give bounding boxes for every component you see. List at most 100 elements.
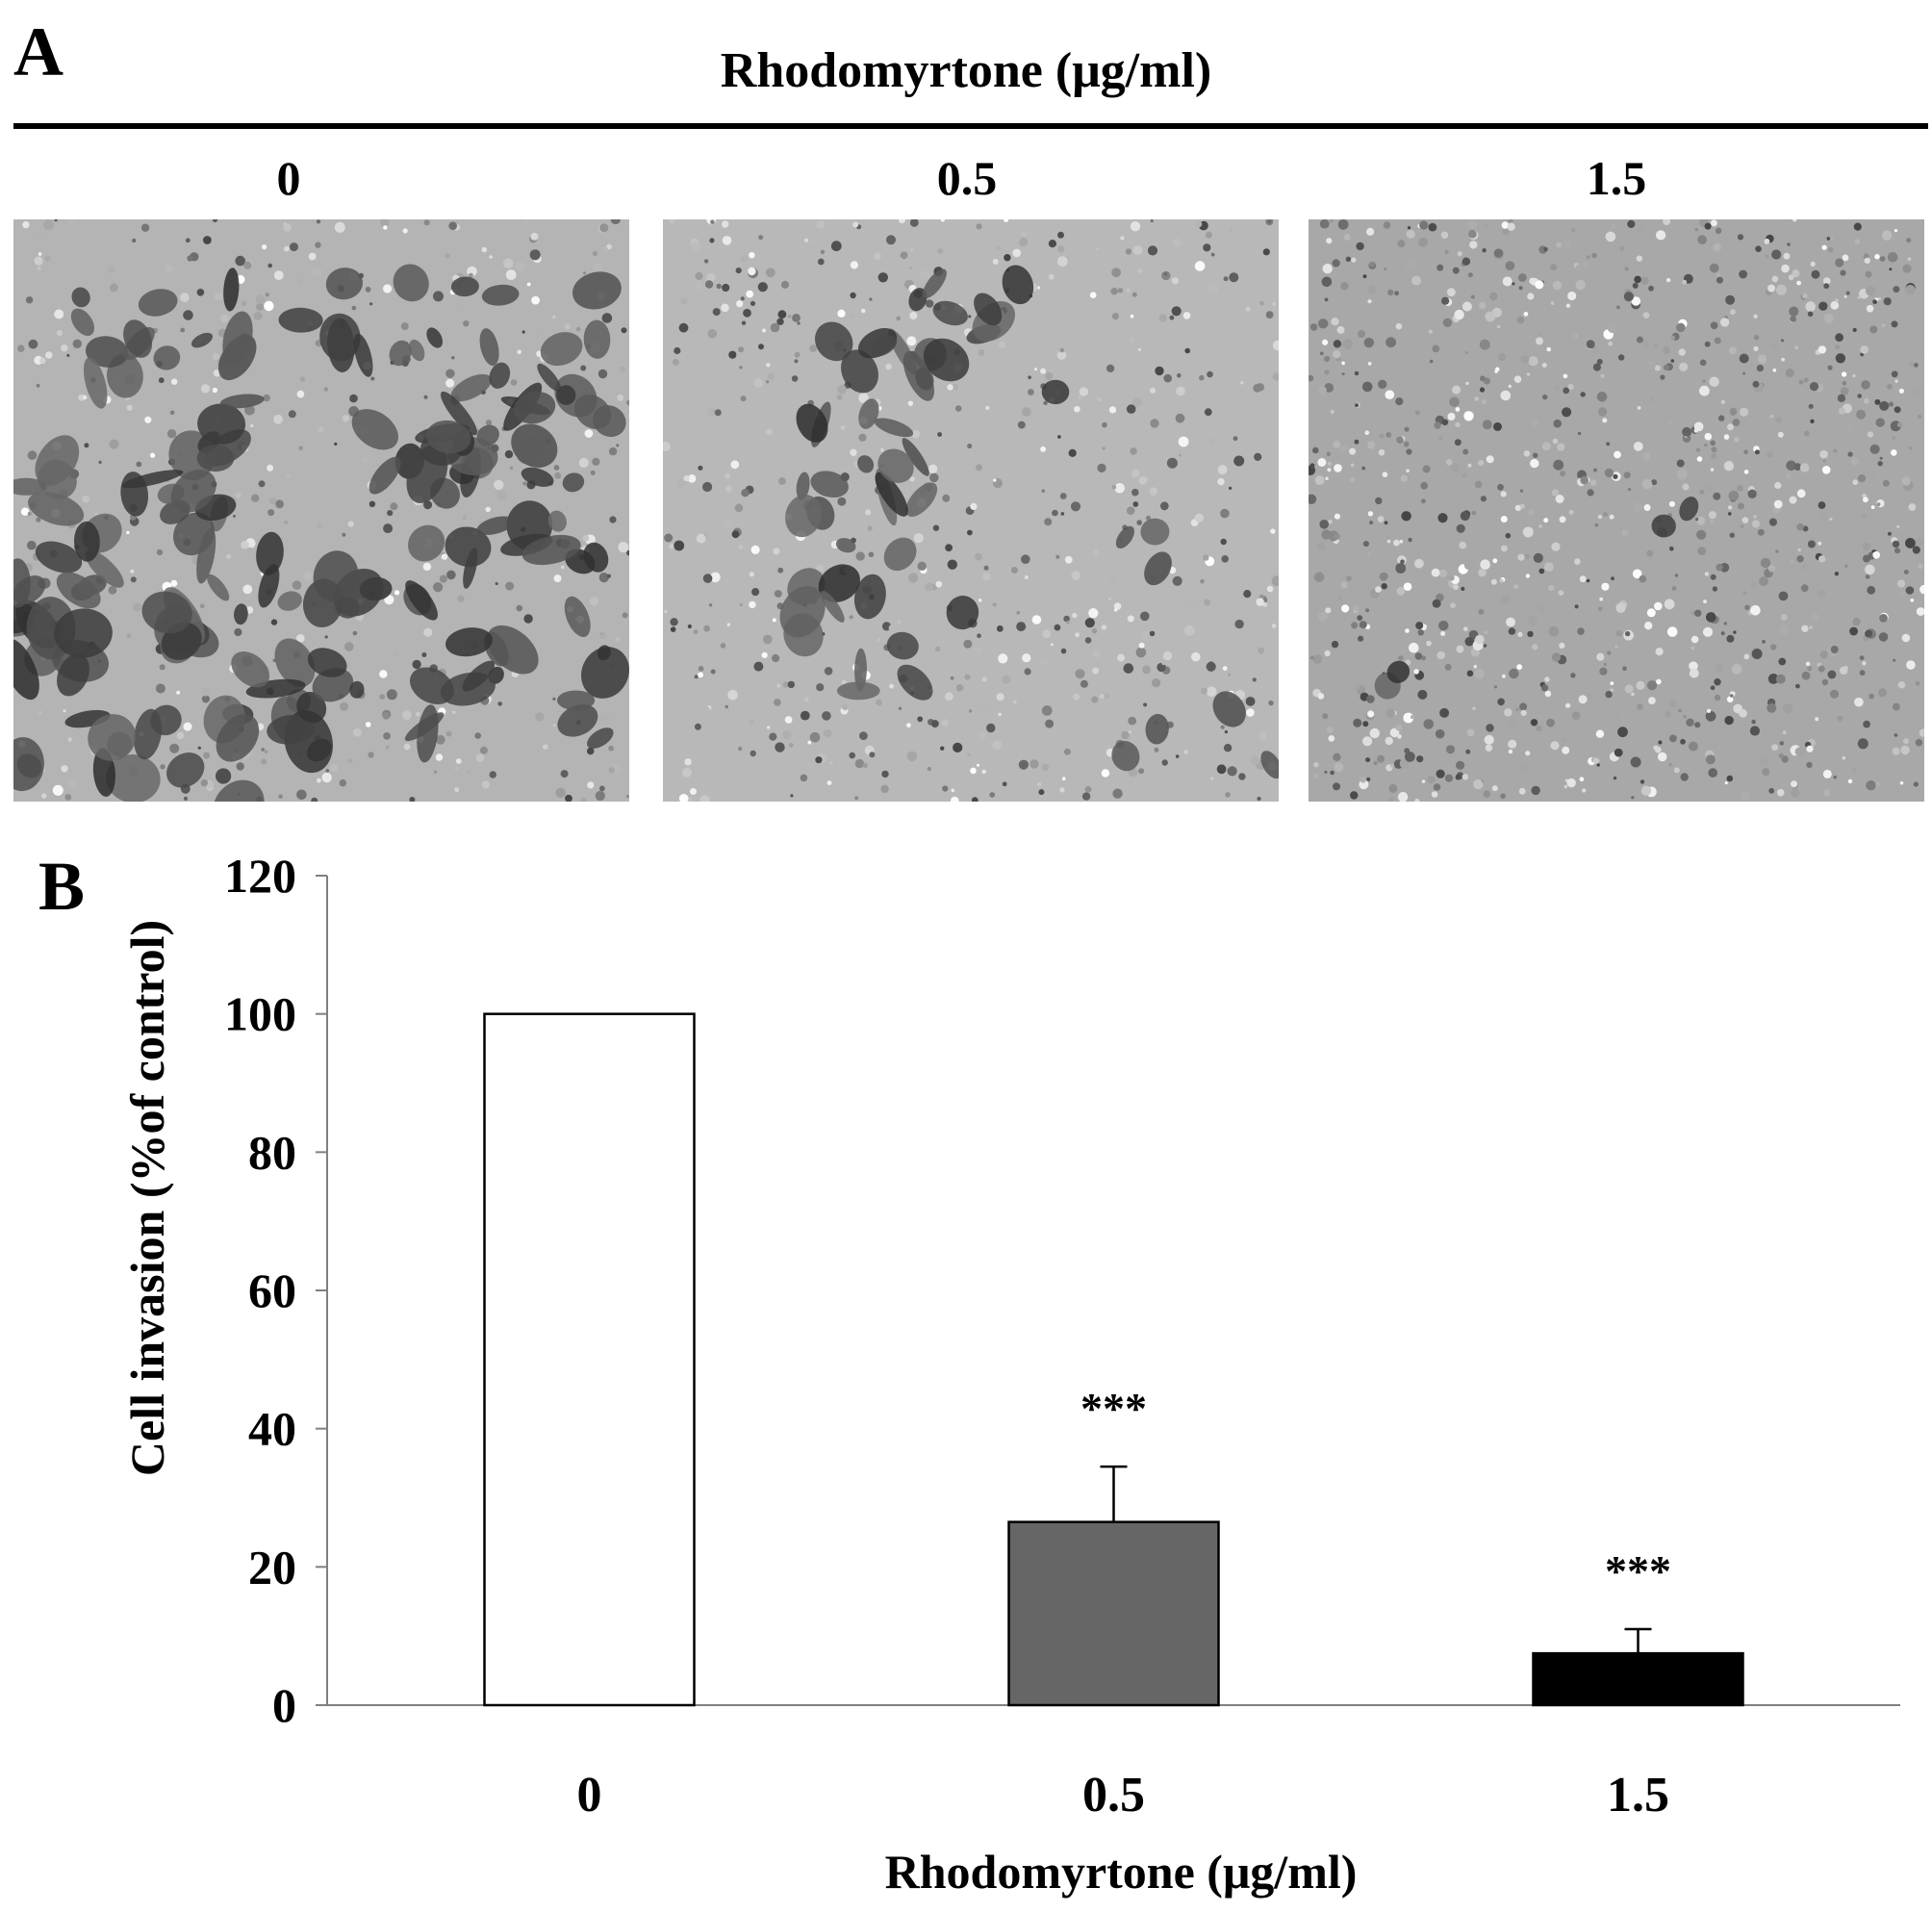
stained-cell (858, 398, 879, 429)
stained-cell (123, 319, 153, 358)
dose-label-0-5: 0.5 (936, 151, 998, 205)
stained-cell (409, 339, 425, 362)
dose-label-0: 0 (276, 151, 301, 205)
stained-cell (73, 521, 100, 562)
stained-cell (814, 321, 853, 362)
stained-cell (915, 367, 934, 391)
stained-cell (256, 531, 284, 575)
stained-cell (106, 754, 161, 802)
stained-cell (349, 680, 365, 699)
stained-cell (393, 264, 429, 302)
stained-cell (54, 608, 113, 658)
stained-cell (35, 435, 80, 486)
stained-cell (426, 420, 471, 454)
stained-cell (13, 638, 39, 701)
stained-cell (897, 664, 933, 701)
stained-cell (572, 271, 622, 310)
stained-cell (312, 668, 354, 702)
stained-cell (213, 779, 265, 802)
stained-cell (426, 327, 444, 348)
stained-cell (191, 332, 214, 348)
stained-cell (521, 467, 554, 487)
stained-cell (70, 308, 94, 336)
x-tick-label: 1.5 (1607, 1768, 1669, 1823)
stained-cell (258, 564, 280, 608)
stained-cell (369, 456, 401, 495)
stained-cell (231, 651, 270, 688)
stained-cell (583, 542, 609, 573)
stained-cell (196, 527, 216, 584)
stained-cell (351, 409, 398, 450)
stained-cell (278, 307, 323, 333)
stained-cell (56, 572, 101, 609)
stained-cell (854, 648, 867, 692)
stained-cell (13, 558, 31, 608)
stained-cell (1041, 379, 1070, 405)
panel-a-letter: A (13, 13, 64, 90)
stained-cell (908, 288, 928, 312)
stained-cell (875, 472, 908, 517)
stained-cell (445, 627, 493, 657)
micrograph-dose-1-5 (1309, 219, 1924, 802)
stained-cell (818, 564, 860, 602)
stained-cell (836, 681, 880, 701)
stained-cell (1111, 741, 1140, 772)
stained-cell (857, 455, 875, 473)
stained-cell (974, 293, 1003, 326)
stained-cell (481, 284, 520, 306)
dose-label-1-5: 1.5 (1586, 151, 1647, 205)
stained-cell (85, 549, 124, 588)
stained-cell (166, 752, 205, 788)
panel-a-divider (13, 123, 1928, 129)
significance-marker: *** (1080, 1384, 1147, 1433)
stained-cell (1386, 660, 1411, 684)
stained-cell (28, 492, 85, 526)
stained-cell (389, 340, 412, 367)
stained-cell (307, 648, 347, 677)
stained-cell (1212, 691, 1246, 727)
stained-cell (564, 596, 591, 638)
panel-a-headline: Rhodomyrtone (μg/ml) (720, 43, 1212, 98)
significance-marker: *** (1605, 1546, 1671, 1595)
stained-cell (170, 469, 216, 513)
stained-cell (540, 332, 583, 367)
stained-cell (153, 345, 181, 370)
bar-0 (483, 1012, 696, 1707)
stained-cell (313, 550, 359, 602)
stained-cell (516, 436, 544, 465)
stained-cell (71, 287, 90, 308)
y-tick-label: 0 (272, 1678, 296, 1732)
y-tick-label: 20 (248, 1540, 296, 1594)
stained-cell (562, 472, 585, 493)
stained-cell (905, 482, 938, 518)
stained-cell (877, 448, 914, 483)
stained-cell (408, 524, 445, 562)
stained-cell (583, 319, 611, 359)
stained-cell (267, 714, 315, 745)
x-tick-label: 0.5 (1082, 1768, 1145, 1823)
stained-cell (1145, 713, 1169, 745)
stained-cell (821, 590, 845, 623)
stained-cell (810, 471, 849, 498)
x-axis-label: Rhodomyrtone (μg/ml) (885, 1845, 1358, 1899)
stained-cell (513, 391, 556, 424)
stained-cell (83, 357, 108, 409)
stained-cell (207, 574, 230, 601)
stained-cell (234, 603, 248, 625)
stained-cell (796, 472, 810, 500)
stained-cell (922, 268, 947, 299)
stained-cell (88, 714, 137, 761)
stained-cell (1260, 751, 1279, 779)
stained-cell (796, 403, 828, 443)
micrograph-dose-0 (13, 219, 629, 802)
stained-cell (450, 373, 492, 402)
stained-cell (13, 477, 47, 496)
panel-b-letter: B (38, 848, 86, 925)
stained-cell (597, 645, 611, 661)
stained-cell (902, 438, 929, 476)
stained-cell (841, 349, 878, 394)
stained-cell (1115, 525, 1134, 549)
stained-cell (196, 445, 235, 472)
stained-cell (581, 647, 629, 699)
